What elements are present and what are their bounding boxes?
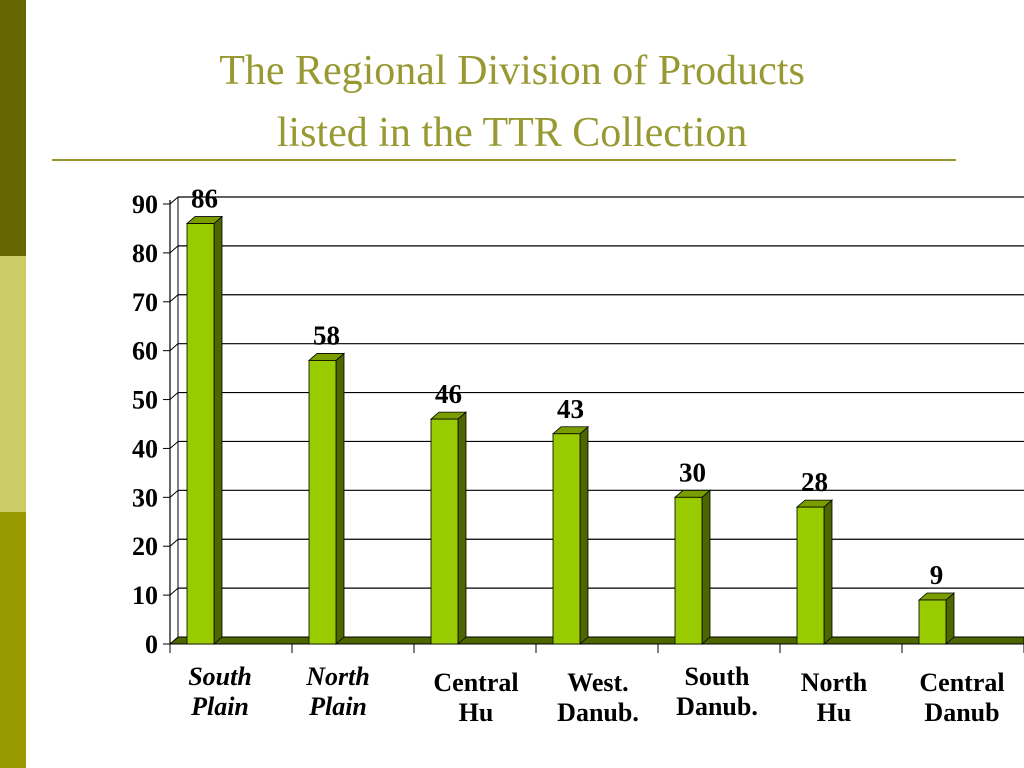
x-tick-label-line: North — [800, 668, 868, 697]
bar — [796, 506, 825, 645]
chart-floor — [168, 636, 1024, 645]
x-tick-label: North Hu — [774, 668, 894, 728]
bar-side — [945, 592, 955, 645]
side-band-light — [0, 256, 26, 512]
gridline-diagonal — [169, 587, 179, 596]
x-tick-label: Central Hu — [416, 668, 536, 728]
gridline-diagonal — [169, 441, 179, 449]
bar-side — [457, 411, 467, 645]
x-tick-label: West. Danub. — [538, 668, 658, 728]
gridline-diagonal — [169, 196, 179, 205]
title-line-1: The Regional Division of Products — [219, 48, 805, 94]
bar-side — [701, 489, 711, 645]
slide-title: The Regional Division of Products listed… — [120, 40, 904, 164]
x-tick-label: North Plain — [278, 662, 398, 722]
x-tick-label-line: West. — [567, 668, 629, 697]
bar — [308, 360, 337, 645]
bar-side — [823, 499, 833, 645]
side-band-olive — [0, 512, 26, 768]
side-band-dark — [0, 0, 26, 256]
data-label: 30 — [679, 457, 706, 487]
gridline-diagonal — [169, 489, 179, 498]
data-label: 46 — [435, 379, 462, 409]
data-label: 28 — [801, 467, 828, 497]
bar — [186, 223, 215, 645]
gridline-diagonal — [169, 245, 179, 254]
x-tick-label-line: Danub. — [557, 698, 639, 727]
x-tick-label-line: Plain — [309, 692, 367, 721]
data-label: 86 — [191, 184, 218, 214]
x-tick-label-line: Plain — [191, 692, 249, 721]
x-tick-label: Central Danub — [902, 668, 1022, 728]
y-tick-label: 50 — [132, 386, 158, 415]
bar — [918, 599, 947, 645]
data-label: 9 — [930, 560, 944, 590]
gridline-diagonal — [169, 538, 179, 547]
x-tick-label-line: Danub — [924, 698, 1000, 727]
x-tick-label-line: North — [306, 662, 370, 691]
y-tick-label: 80 — [132, 239, 158, 268]
y-tick-label: 90 — [132, 190, 158, 219]
bar-side — [213, 215, 223, 645]
y-tick-label: 20 — [132, 532, 158, 561]
x-tick-label-line: Central — [919, 668, 1005, 697]
x-tick-label-line: Hu — [816, 698, 852, 727]
title-underline — [52, 159, 956, 161]
y-tick-label: 0 — [145, 630, 158, 659]
data-label: 43 — [557, 394, 584, 424]
y-tick-label: 40 — [132, 434, 158, 463]
y-tick-label: 70 — [132, 288, 158, 317]
gridline-diagonal — [169, 294, 179, 303]
bar-side — [335, 352, 345, 645]
x-tick-label: South Plain — [160, 662, 280, 722]
y-tick-label: 10 — [132, 581, 158, 610]
bar — [552, 433, 581, 645]
x-tick-label-line: South — [188, 662, 252, 691]
x-tick-label-line: South — [684, 662, 750, 691]
title-line-2: listed in the TTR Collection — [276, 110, 748, 156]
bar — [430, 418, 459, 645]
x-tick-label-line: Central — [433, 668, 519, 697]
data-label: 58 — [313, 320, 340, 350]
gridline-diagonal — [169, 343, 179, 352]
gridline-diagonal — [169, 392, 179, 400]
x-tick-label-line: Hu — [458, 698, 494, 727]
y-tick-label: 30 — [132, 483, 158, 512]
x-tick-label-line: Danub. — [676, 692, 758, 721]
y-tick-label: 60 — [132, 337, 158, 366]
x-tick-label: South Danub. — [657, 662, 777, 722]
bar-side — [579, 425, 589, 645]
bar — [674, 496, 703, 645]
